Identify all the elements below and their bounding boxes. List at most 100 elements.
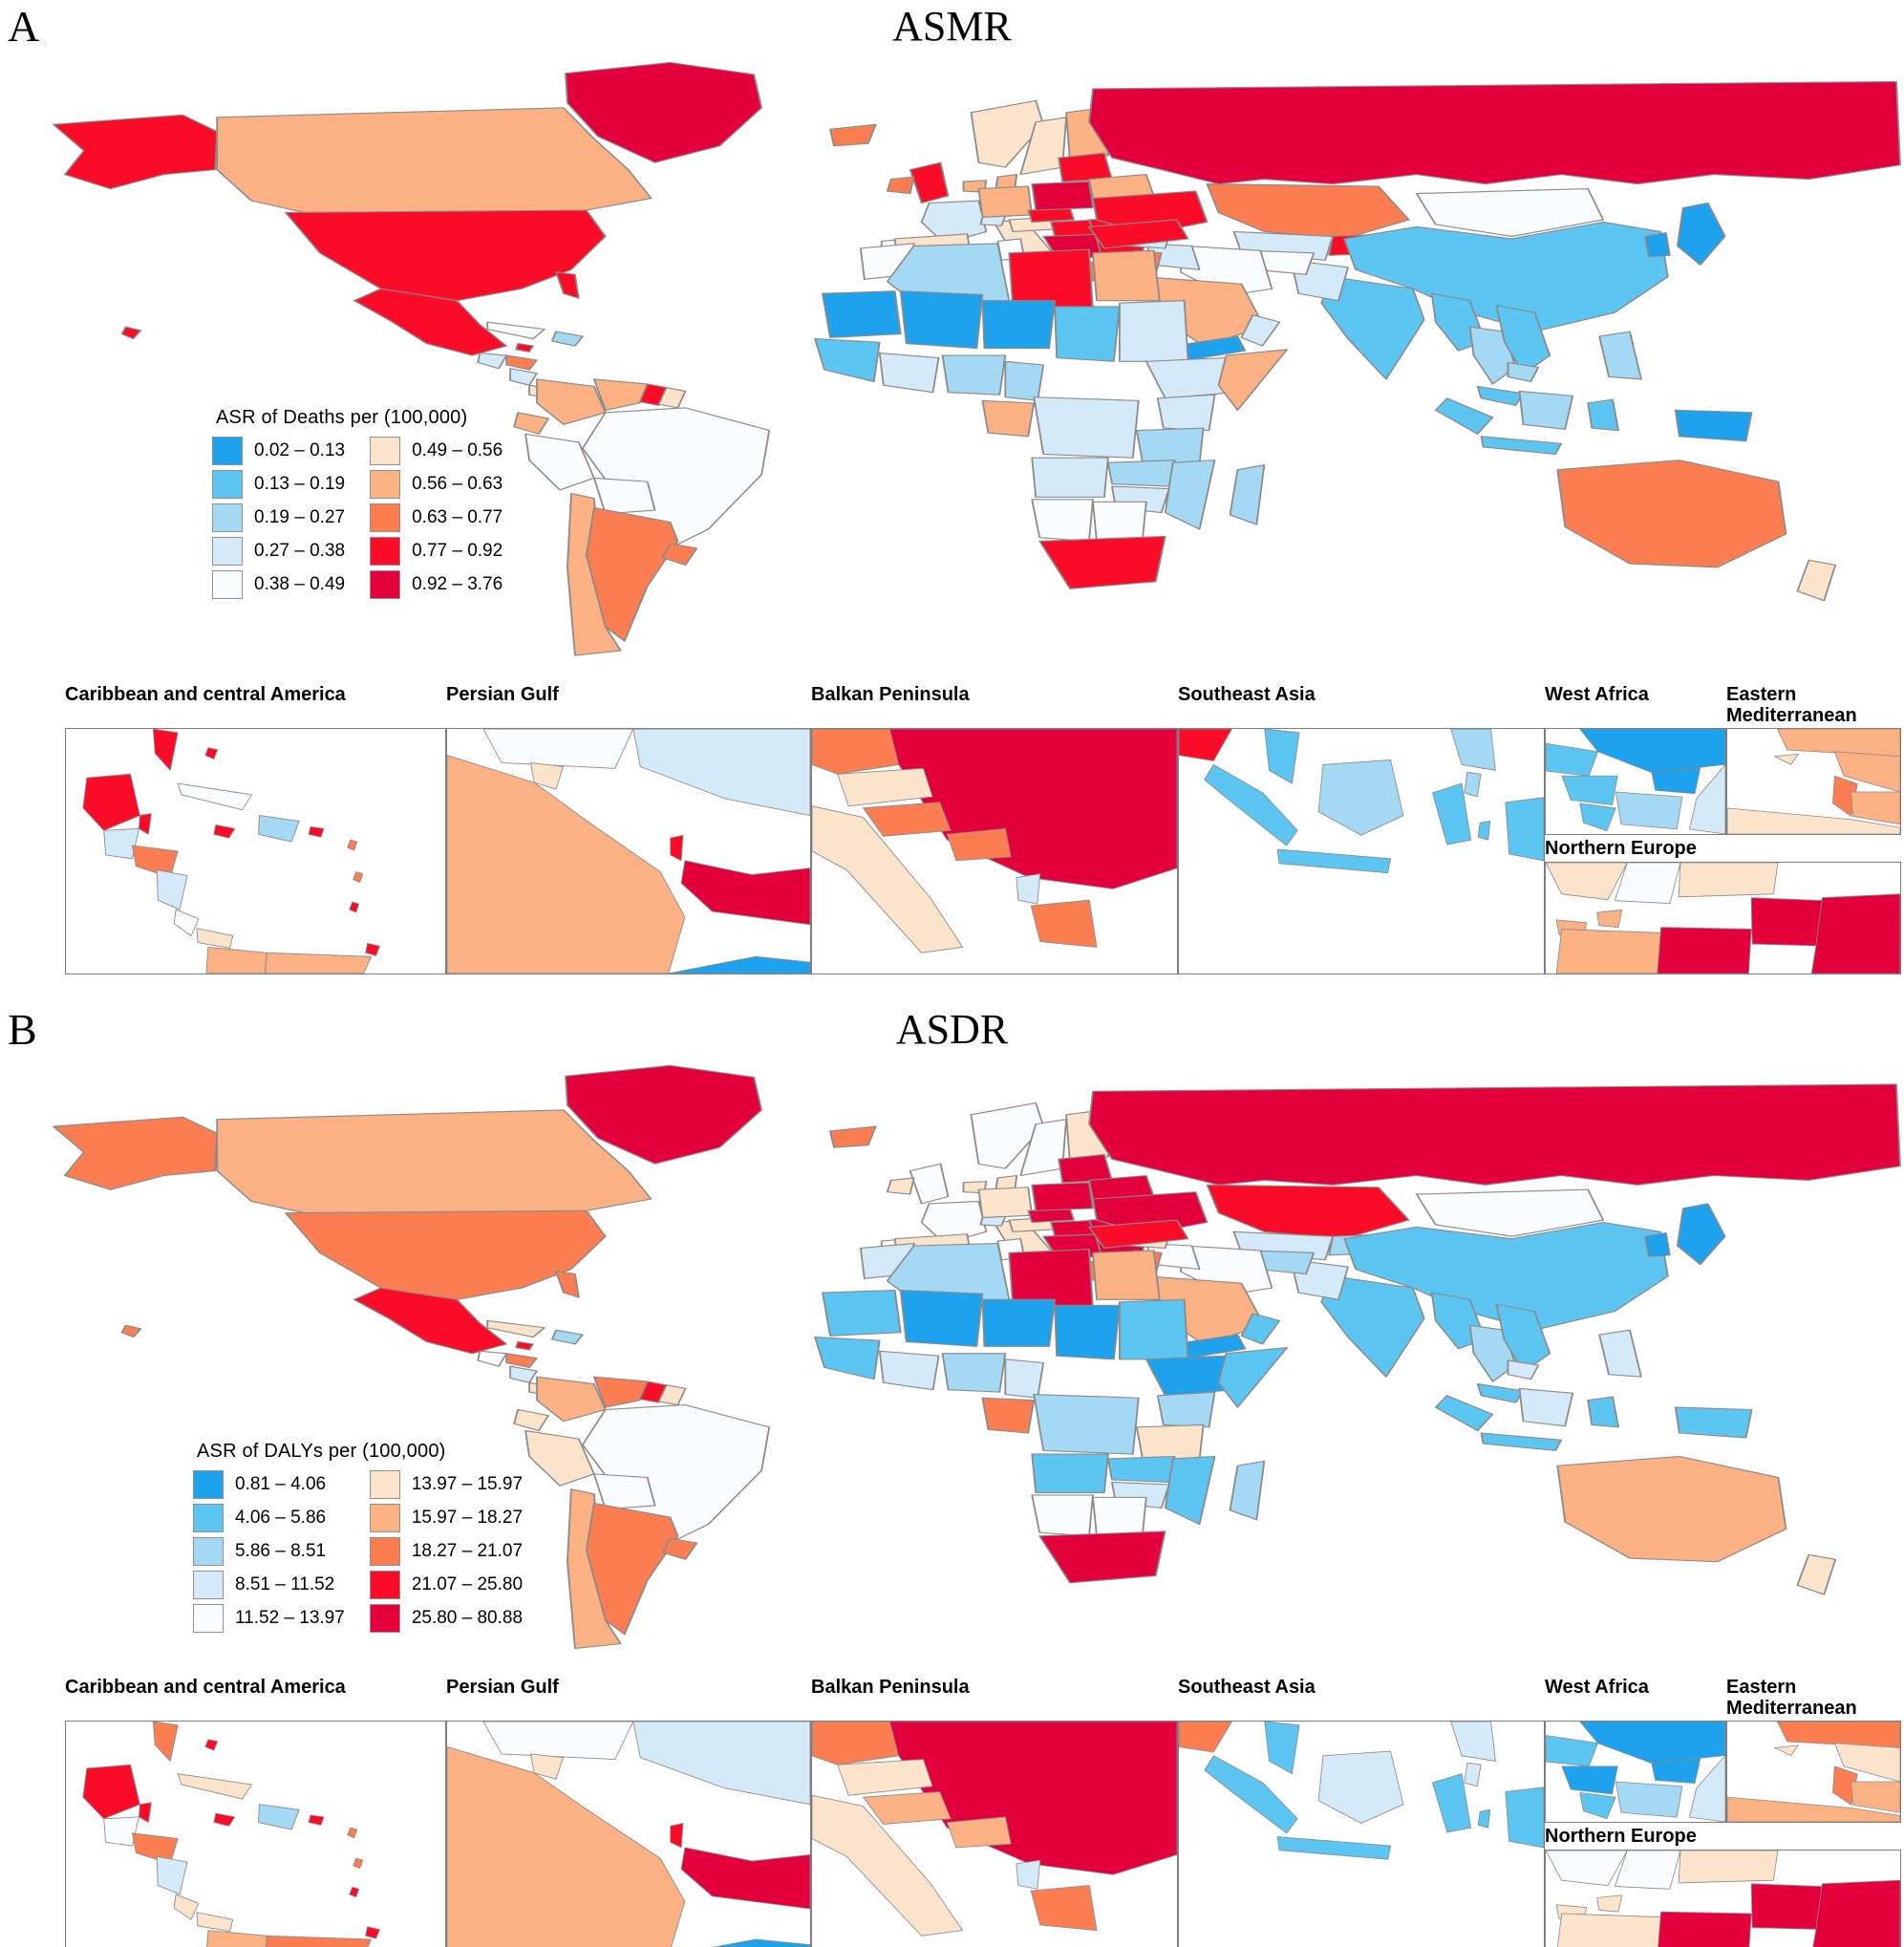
country-zambia <box>1107 460 1176 487</box>
country-sumatra <box>1434 1395 1494 1432</box>
legend-swatch <box>212 470 243 499</box>
country-hispaniola <box>551 331 584 347</box>
inset-seasia: Southeast Asia <box>1178 1675 1545 1947</box>
inset-region-phil_south <box>1464 771 1482 798</box>
inset-region-panama <box>196 1912 234 1932</box>
country-sumatra <box>1434 397 1494 435</box>
country-china <box>1343 221 1669 332</box>
country-germany <box>977 185 1034 219</box>
country-somalia <box>1217 349 1289 411</box>
inset-region-albania <box>1016 873 1041 905</box>
country-sudan <box>1118 1298 1189 1360</box>
country-usa <box>285 209 607 302</box>
legend-title: ASR of DALYs per (100,000) <box>197 1441 446 1462</box>
inset-region-right_sliver <box>1688 763 1725 834</box>
country-egypt <box>1092 1250 1161 1300</box>
inset-region-yucatan <box>82 773 140 831</box>
country-sulawesi <box>1587 398 1619 432</box>
inset-compound-top: West Africa Eastern Mediterranean <box>1545 682 1901 835</box>
country-argentina <box>585 506 679 642</box>
inset-region-kuwait <box>529 1753 565 1780</box>
inset-region-panama <box>196 928 234 949</box>
legend-swatch <box>370 570 401 599</box>
inset-label-neurope: Northern Europe <box>1545 838 1697 859</box>
inset-eastmed: Eastern Mediterranean <box>1726 1675 1901 1823</box>
country-mozambique <box>1164 1455 1216 1526</box>
country-laos_vietnam <box>1495 1303 1551 1373</box>
country-alaska <box>52 114 219 190</box>
inset-region-venezuela <box>264 952 373 974</box>
inset-region-qatar <box>670 1823 684 1849</box>
legend-item: 0.92 – 3.76 <box>370 570 503 599</box>
country-norway <box>970 99 1045 168</box>
inset-region-guatemala <box>103 827 139 860</box>
legend-swatch <box>193 1571 224 1599</box>
country-sudan <box>1118 300 1189 362</box>
inset-region-jordan <box>1851 791 1900 825</box>
inset-region-east_right <box>1810 893 1900 974</box>
country-hispaniola <box>551 1329 584 1345</box>
inset-region-sumatra <box>1204 763 1298 846</box>
legend-swatch <box>212 437 243 465</box>
country-colombia <box>536 378 607 425</box>
country-southafrica <box>1038 535 1166 589</box>
country-zambia <box>1107 1455 1176 1484</box>
country-mongolia <box>1415 1188 1605 1237</box>
inset-region-norway <box>1546 1851 1628 1887</box>
country-egypt <box>1092 249 1161 302</box>
legend-column: 0.81 – 4.06 4.06 – 5.86 5.86 – 8.51 8.51 – … <box>193 1470 345 1633</box>
inset-region-borneo <box>1317 1750 1404 1824</box>
country-southafrica <box>1038 1530 1166 1584</box>
inset-region-germany <box>1555 929 1661 974</box>
country-russia <box>1088 1083 1901 1186</box>
legend-range-label: 0.81 – 4.06 <box>235 1474 327 1494</box>
legend-range-label: 0.77 – 0.92 <box>412 541 503 561</box>
legend-range-label: 0.02 – 0.13 <box>254 440 346 460</box>
country-niger <box>981 300 1057 350</box>
country-poland <box>1031 1182 1094 1211</box>
legend-swatch <box>212 537 243 566</box>
legend-range-label: 0.92 – 3.76 <box>412 574 503 594</box>
inset-map <box>1727 729 1900 834</box>
legend-range-label: 4.06 – 5.86 <box>235 1508 327 1528</box>
legend-items: 0.81 – 4.06 4.06 – 5.86 5.86 – 8.51 8.51 – … <box>193 1470 523 1633</box>
inset-region-right_sliver <box>1688 1755 1725 1822</box>
inset-region-liberia <box>1579 1791 1616 1820</box>
inset-box-neurope <box>1545 1850 1901 1947</box>
country-mauritania <box>822 1289 902 1337</box>
country-mexico <box>353 288 508 356</box>
country-namibia <box>1031 499 1094 542</box>
inset-region-phil_south <box>1464 1762 1482 1787</box>
inset-region-turkey_strip <box>1776 729 1900 758</box>
legend-item: 25.80 – 80.88 <box>369 1604 523 1633</box>
inset-map <box>812 729 1177 953</box>
inset-map <box>447 1722 810 1947</box>
legend-item: 0.49 – 0.56 <box>370 437 503 465</box>
legend-swatch <box>369 1537 400 1566</box>
legend-item: 0.02 – 0.13 <box>212 437 345 465</box>
panel-title-asdr: ASDR <box>895 1006 1009 1053</box>
inset-region-belize <box>138 813 152 835</box>
inset-region-philippines <box>1450 729 1496 771</box>
country-chad <box>1054 306 1121 362</box>
inset-label-seasia: Southeast Asia <box>1178 684 1316 705</box>
country-peru <box>524 1429 595 1487</box>
country-alaska <box>52 1116 219 1190</box>
country-nicaragua <box>509 1365 538 1383</box>
legend-range-label: 21.07 – 25.80 <box>411 1574 524 1594</box>
country-botswana <box>1092 501 1147 542</box>
inset-region-sulawesi <box>1432 782 1472 845</box>
inset-persian_gulf: Persian Gulf <box>446 1675 811 1947</box>
country-nz <box>1796 559 1837 602</box>
inset-map <box>1179 1722 1544 1860</box>
panel-asmr: A ASMR ASR of Deaths per (100,000) 0.02 … <box>8 2 1901 974</box>
inset-box-westafrica <box>1545 728 1726 835</box>
world-map-area-asdr: ASR of DALYs per (100,000) 0.81 – 4.06 4.… <box>0 1059 1904 1667</box>
inset-region-costarica <box>173 909 200 937</box>
inset-region-greece <box>1030 899 1098 948</box>
legend-item: 13.97 – 15.97 <box>369 1470 523 1499</box>
inset-box-eastmed <box>1726 1721 1901 1823</box>
country-japan <box>1676 202 1726 266</box>
inset-region-norway <box>1546 863 1628 901</box>
world-choropleth-asmr <box>52 61 1901 656</box>
